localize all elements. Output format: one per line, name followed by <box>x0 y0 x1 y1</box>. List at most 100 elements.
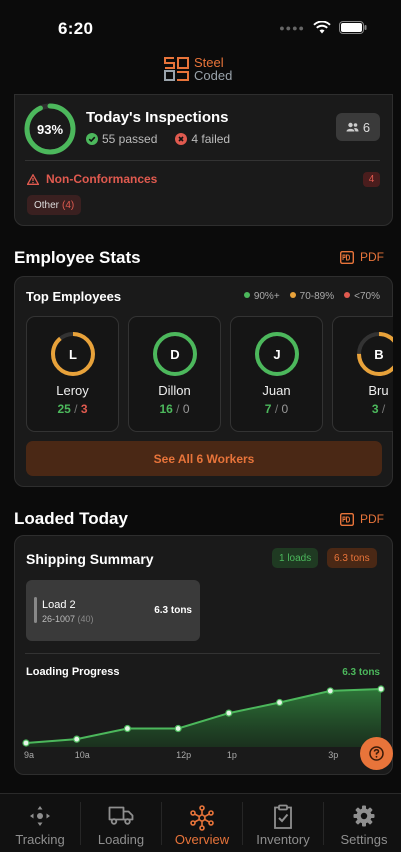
chip-count: (4) <box>62 199 75 211</box>
loading-progress-title: Loading Progress <box>26 666 120 678</box>
employee-score-ring <box>255 332 299 376</box>
tab-label: Settings <box>340 832 388 847</box>
load-item[interactable]: Load 2 26-1007 (40) 6.3 tons <box>26 580 200 641</box>
tab-label: Loading <box>97 832 145 847</box>
brand-logo: Steel Coded <box>163 56 232 82</box>
inspections-title: Today's Inspections <box>86 109 229 126</box>
employee-score: 7 / 0 <box>264 402 289 416</box>
pdf-label: PDF <box>360 512 384 526</box>
loaded-today-title: Loaded Today <box>14 509 128 528</box>
employee-score: 25 / 3 <box>57 402 88 416</box>
chip-label: Other <box>34 199 60 211</box>
divider <box>25 653 380 654</box>
tab-tracking[interactable]: Tracking <box>0 794 80 852</box>
employee-initial: J <box>273 346 281 362</box>
tab-label: Tracking <box>15 832 65 847</box>
chart-point <box>123 724 132 733</box>
loading-progress-value: 6.3 tons <box>342 667 380 678</box>
x-tick-label: 3p <box>328 750 338 760</box>
check-circle-icon <box>86 133 98 145</box>
tab-overview[interactable]: Overview <box>162 794 242 852</box>
chart-point <box>377 685 385 693</box>
signal-icon: ●●●● <box>279 22 305 33</box>
employee-initial: D <box>170 346 180 362</box>
x-tick-label: 12p <box>176 750 191 760</box>
load-status-bar <box>34 597 37 623</box>
status-icons: ●●●● <box>279 21 367 34</box>
employee-tile[interactable]: B Bru 3 / <box>332 316 393 432</box>
employee-initial: B <box>374 346 384 362</box>
employee-tile[interactable]: L Leroy 25 / 3 <box>26 316 119 432</box>
employee-score: 3 / <box>371 402 386 416</box>
employee-stats-pdf-button[interactable]: PDF <box>340 250 384 264</box>
employee-score-ring <box>357 332 393 376</box>
clipboard-icon <box>274 804 292 829</box>
tab-label: Overview <box>174 832 230 847</box>
battery-icon <box>339 21 367 34</box>
x-tick-label: 9a <box>24 750 34 760</box>
passed-count: 55 passed <box>102 132 158 146</box>
employee-stats-title: Employee Stats <box>14 248 141 267</box>
chart-point <box>275 698 284 707</box>
bottom-tab-bar: Tracking Loading Overview Inventory Sett… <box>0 793 401 852</box>
chart-point <box>22 739 30 747</box>
status-time: 6:20 <box>58 19 94 38</box>
score-legend: 90%+ 70-89% <70% <box>243 291 380 302</box>
legend-item-high: 90%+ <box>243 291 280 302</box>
top-employees-card: Top Employees 90%+ 70-89% <70% L Leroy 2… <box>14 276 393 487</box>
nonconformances-row[interactable]: Non-Conformances <box>27 172 157 186</box>
tons-total-chip: 6.3 tons <box>327 548 377 568</box>
chart-point <box>73 735 81 743</box>
inspection-progress-ring <box>24 103 76 155</box>
gear-icon <box>353 805 375 827</box>
employee-name: Dillon <box>158 383 191 398</box>
employee-carousel[interactable]: L Leroy 25 / 3 D Dillon 16 / 0 J Juan 7 … <box>26 316 393 434</box>
wifi-icon <box>313 21 331 34</box>
tab-loading[interactable]: Loading <box>81 794 161 852</box>
load-details: 26-1007 (40) <box>42 614 94 624</box>
employee-name: Leroy <box>56 383 89 398</box>
see-all-workers-button[interactable]: See All 6 Workers <box>26 441 382 476</box>
pdf-icon <box>340 512 354 526</box>
loaded-today-pdf-button[interactable]: PDF <box>340 512 384 526</box>
failed-count: 4 failed <box>191 132 231 146</box>
brand-line-2: Coded <box>194 68 233 83</box>
employee-score-ring <box>51 332 95 376</box>
tab-settings[interactable]: Settings <box>324 794 401 852</box>
people-icon <box>346 122 359 132</box>
help-button[interactable] <box>360 737 393 770</box>
inspectors-badge[interactable]: 6 <box>336 113 380 141</box>
x-tick-label: 10a <box>75 750 90 760</box>
category-chip-other[interactable]: Other (4) <box>27 195 82 215</box>
tracking-icon <box>30 806 50 826</box>
employee-tile[interactable]: J Juan 7 / 0 <box>230 316 323 432</box>
help-icon <box>369 746 384 761</box>
chart-line <box>25 688 382 744</box>
x-circle-icon <box>175 133 188 145</box>
employee-name: Bru <box>368 383 389 398</box>
load-name: Load 2 <box>42 599 76 611</box>
legend-item-mid: 70-89% <box>289 291 334 302</box>
employee-tile[interactable]: D Dillon 16 / 0 <box>128 316 221 432</box>
chart-area <box>26 689 381 747</box>
shipping-summary-card: Shipping Summary 1 loads 6.3 tons Load 2… <box>14 535 393 775</box>
logo-mark-icon <box>164 57 189 81</box>
inspections-card[interactable]: 93% Today's Inspections 55 passed 4 fail… <box>14 94 393 226</box>
x-tick-label: 1p <box>227 750 237 760</box>
pdf-label: PDF <box>360 250 384 264</box>
load-tons: 6.3 tons <box>154 605 192 616</box>
top-employees-title: Top Employees <box>26 289 122 304</box>
chart-point <box>174 724 182 733</box>
shipping-summary-title: Shipping Summary <box>26 551 154 567</box>
loading-progress-chart: 9a 10a 12p 1p 3p <box>22 685 385 760</box>
inspection-percent: 93% <box>36 121 64 137</box>
chart-point <box>225 709 233 717</box>
overview-icon <box>190 805 214 831</box>
inspectors-count: 6 <box>362 119 371 135</box>
tab-inventory[interactable]: Inventory <box>243 794 323 852</box>
inspection-stats: 55 passed 4 failed <box>86 132 230 146</box>
warning-icon <box>27 173 39 185</box>
nonconformances-count: 4 <box>363 172 380 187</box>
chart-point <box>326 687 334 695</box>
tab-label: Inventory <box>256 832 310 847</box>
